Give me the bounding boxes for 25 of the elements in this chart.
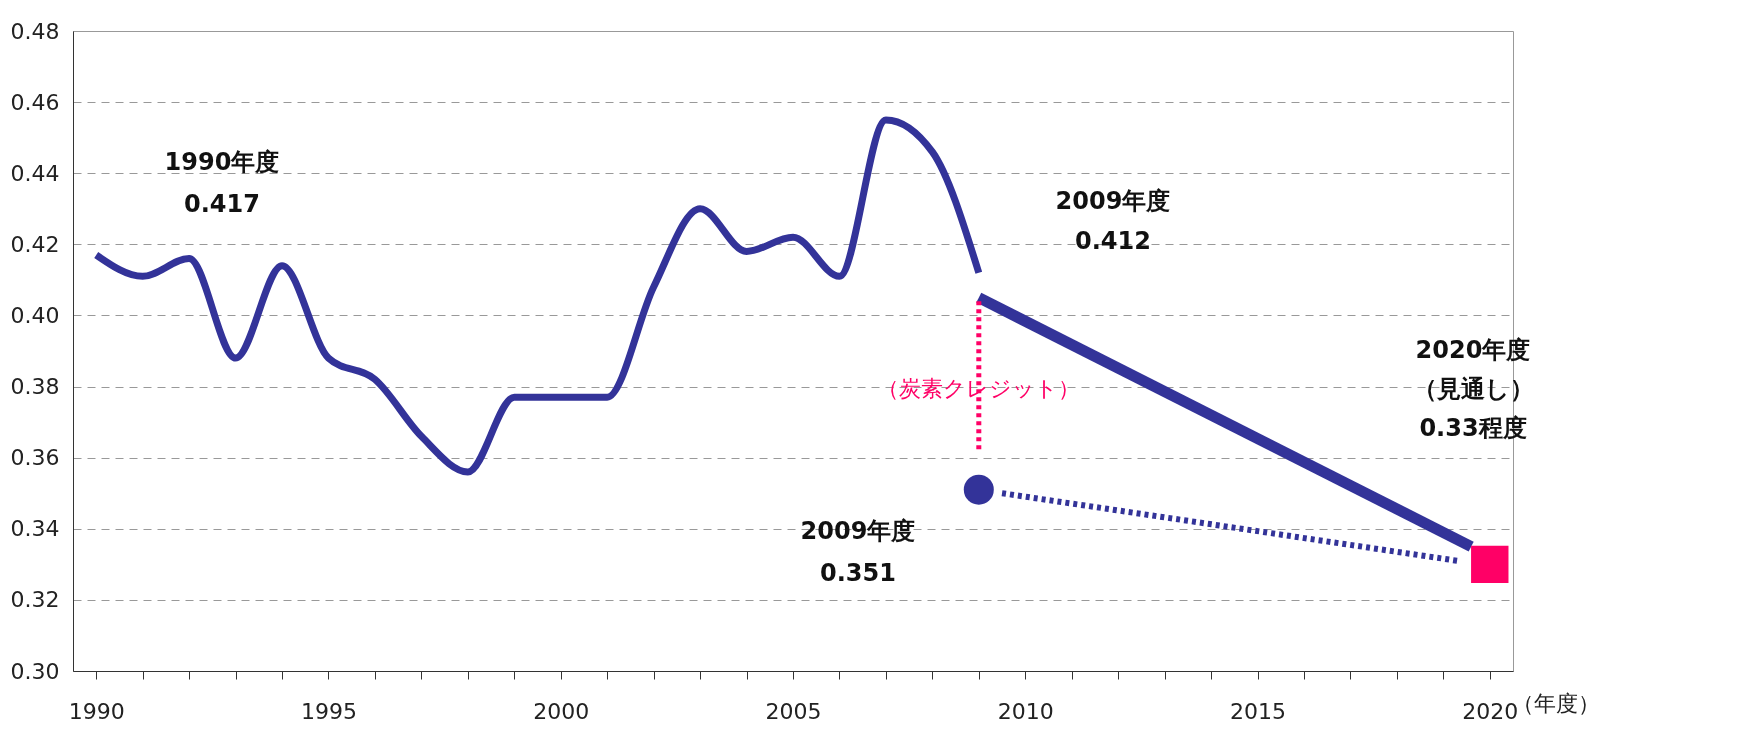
y-tick-label: 0.30 xyxy=(10,658,60,684)
y-tick-label: 0.44 xyxy=(10,160,60,186)
annotation: 0.417 xyxy=(184,190,260,218)
annotation: （見通し） xyxy=(1412,375,1534,403)
y-tick-label: 0.48 xyxy=(10,18,60,44)
annotation: 1990年度 xyxy=(164,148,280,176)
y-tick-label: 0.42 xyxy=(10,231,60,257)
x-tick-label: 1995 xyxy=(300,698,357,724)
annotation: 2009年度 xyxy=(1055,187,1171,215)
y-tick-label: 0.32 xyxy=(10,587,60,613)
annotation: 2020年度 xyxy=(1415,336,1531,364)
annotation: 0.351 xyxy=(820,559,896,587)
annotation: 0.412 xyxy=(1075,227,1151,255)
x-tick-label: 2005 xyxy=(765,698,822,724)
annotation: 0.33程度 xyxy=(1419,414,1527,442)
x-tick-label: 2010 xyxy=(997,698,1054,724)
y-tick-label: 0.46 xyxy=(10,89,60,115)
y-tick-label: 0.38 xyxy=(10,374,60,400)
y-tick-label: 0.36 xyxy=(10,445,60,471)
x-tick-label: 2015 xyxy=(1230,698,1287,724)
y-tick-label: 0.40 xyxy=(10,302,60,328)
annotation: 2009年度 xyxy=(800,517,916,545)
y-tick-label: 0.34 xyxy=(10,516,60,542)
x-tick-label: 2000 xyxy=(533,698,590,724)
x-tick-label: 1990 xyxy=(68,698,125,724)
